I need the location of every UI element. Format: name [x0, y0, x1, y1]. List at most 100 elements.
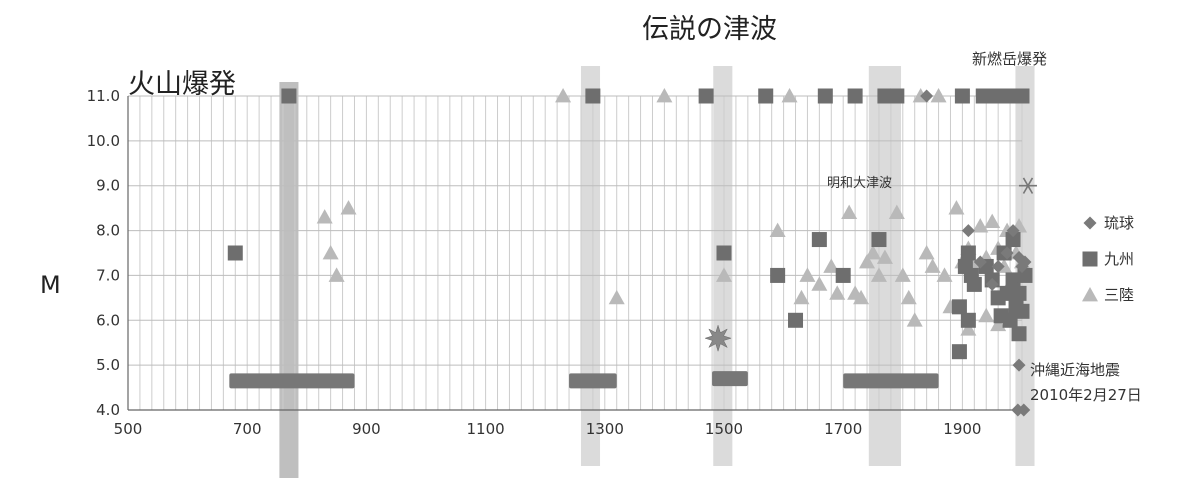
- data-point-square: [698, 88, 714, 104]
- data-point-diamond: [1012, 358, 1026, 372]
- data-point-triangle: [930, 88, 947, 103]
- band-1280: [580, 66, 601, 466]
- data-point-triangle: [918, 245, 935, 260]
- data-point-triangle: [769, 222, 786, 237]
- range-bar: [712, 371, 748, 387]
- data-point-triangle: [823, 258, 840, 273]
- x-tick-label: 1700: [824, 420, 862, 438]
- annotations: 火山爆発 伝説の津波 新燃岳爆発 明和大津波 沖縄近海地震 2010年2月27日…: [40, 14, 1142, 404]
- legend-marker-triangle: [1082, 287, 1098, 302]
- annotation-legend-tsunami: 伝説の津波: [642, 14, 777, 45]
- data-point-triangle: [555, 88, 572, 103]
- x-tick-label: 1500: [705, 420, 743, 438]
- y-tick-label: 7.0: [96, 266, 120, 284]
- data-point-triangle: [990, 316, 1007, 332]
- data-point-square: [847, 88, 863, 104]
- data-point-triangle: [793, 289, 810, 305]
- data-point-triangle: [888, 204, 905, 220]
- range-bar: [569, 373, 617, 389]
- x-tick-label: 1900: [943, 420, 981, 438]
- highlight-bands: [279, 66, 1035, 478]
- data-point-triangle: [340, 200, 357, 215]
- data-point-triangle: [829, 285, 846, 300]
- data-point-square: [1011, 285, 1027, 301]
- data-point-square: [999, 285, 1015, 301]
- data-point-triangle: [960, 321, 977, 336]
- data-point-triangle: [948, 200, 965, 215]
- y-tick-label: 4.0: [96, 401, 120, 419]
- data-point-square: [585, 88, 601, 104]
- x-tick-label: 900: [352, 420, 381, 438]
- data-point-diamond: [920, 89, 934, 103]
- y-axis-label: M: [40, 271, 61, 299]
- data-point-square: [227, 245, 243, 261]
- annotation-okinawa-date: 2010年2月27日: [1030, 386, 1142, 404]
- data-point-triangle: [924, 258, 941, 273]
- y-tick-label: 6.0: [96, 311, 120, 329]
- data-point-diamond: [1017, 403, 1031, 417]
- data-point-diamond: [1006, 224, 1020, 238]
- annotation-volcano: 火山爆発: [128, 69, 236, 100]
- data-point-asterisk: [1018, 177, 1037, 194]
- data-point-triangle: [984, 213, 1001, 228]
- data-point-square: [1002, 312, 1018, 328]
- data-point-square: [871, 232, 887, 248]
- data-point-triangle: [811, 276, 828, 291]
- data-point-triangle: [978, 307, 995, 323]
- data-point-triangle: [936, 267, 953, 282]
- legend-marker-square: [1082, 251, 1098, 267]
- data-point-triangle: [906, 312, 923, 327]
- data-point-square: [877, 88, 893, 104]
- data-point-triangle: [900, 289, 917, 305]
- data-point-triangle: [322, 245, 339, 260]
- legend-label: 三陸: [1104, 286, 1134, 304]
- data-point-square: [951, 344, 967, 360]
- data-point-square: [954, 88, 970, 104]
- data-point-triangle: [853, 289, 870, 305]
- range-bars: [229, 371, 939, 389]
- data-point-triangle: [716, 267, 732, 282]
- grid: [127, 95, 1023, 411]
- band-1500: [713, 66, 733, 466]
- data-point-star: [704, 324, 732, 353]
- data-point-square: [1014, 88, 1030, 104]
- data-point-diamond: [991, 259, 1005, 273]
- y-tick-label: 5.0: [96, 356, 120, 374]
- asterisk-stroke: [1022, 177, 1034, 194]
- y-tick-label: 8.0: [96, 222, 120, 240]
- data-point-square: [889, 88, 905, 104]
- data-point-triangle: [876, 249, 893, 264]
- legend-label: 琉球: [1104, 214, 1134, 232]
- x-tick-label: 1300: [586, 420, 624, 438]
- data-point-square: [716, 245, 732, 261]
- data-point-square: [960, 312, 976, 328]
- data-point-square: [817, 88, 833, 104]
- x-tick-label: 700: [233, 420, 262, 438]
- volcano-band: [279, 82, 299, 478]
- y-tick-label: 11.0: [87, 87, 120, 105]
- axes: [127, 96, 1022, 411]
- data-point-square: [811, 232, 827, 248]
- data-point-triangle: [972, 218, 989, 233]
- data-point-triangle: [799, 267, 816, 282]
- data-point-square: [758, 88, 774, 104]
- band-1770: [868, 66, 902, 466]
- y-tick-label: 10.0: [87, 132, 120, 150]
- data-point-square: [281, 88, 297, 104]
- data-point-square: [788, 312, 804, 328]
- x-tick-label: 500: [114, 420, 143, 438]
- data-point-triangle: [859, 253, 876, 269]
- data-point-triangle: [870, 267, 887, 282]
- data-point-triangle: [781, 88, 798, 103]
- data-point-triangle: [316, 209, 333, 224]
- data-point-square: [960, 245, 976, 261]
- data-point-diamond: [1000, 246, 1014, 260]
- data-point-square: [1005, 232, 1021, 248]
- data-point-triangle: [841, 204, 858, 220]
- range-bar: [843, 373, 939, 389]
- y-tick-label: 9.0: [96, 177, 120, 195]
- range-bar: [229, 373, 355, 389]
- data-points: [227, 88, 1037, 417]
